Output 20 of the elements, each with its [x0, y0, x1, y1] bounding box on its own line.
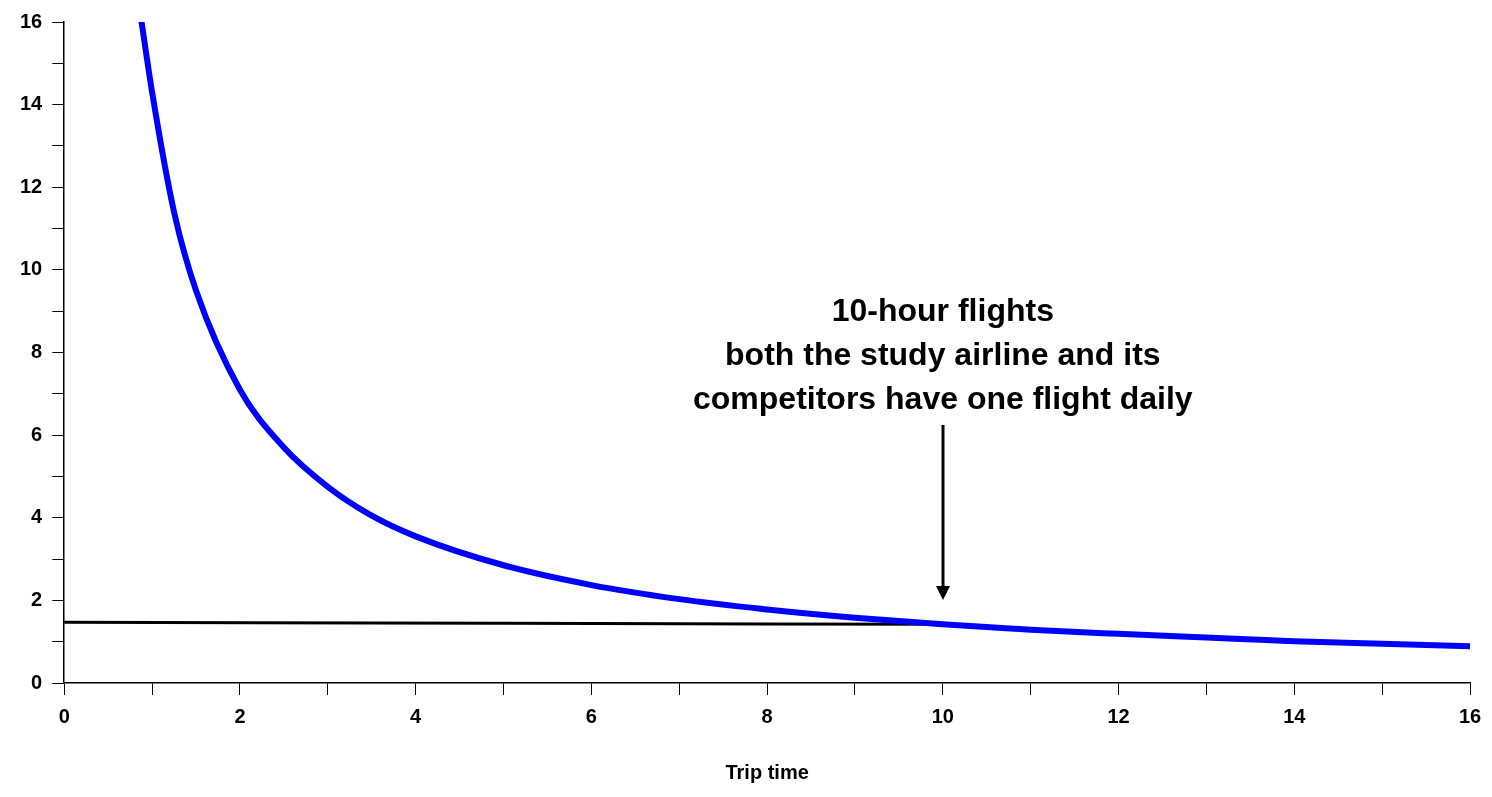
y-tick-label: 2: [31, 587, 43, 610]
y-tick-label: 12: [20, 174, 43, 197]
x-tick-label: 16: [1458, 704, 1482, 727]
y-tick-label: 6: [31, 422, 43, 445]
annotation: 10-hour flights both the study airline and its competitors have one flight daily: [693, 292, 1193, 417]
x-axis-title: Trip time: [725, 760, 809, 783]
x-tick-label: 4: [410, 704, 423, 727]
x-tick-label: 8: [761, 704, 773, 727]
y-tick-label: 0: [31, 670, 43, 693]
x-tick-label: 10: [931, 704, 954, 727]
y-tick-label: 14: [20, 92, 44, 115]
x-tick-label: 2: [234, 704, 246, 727]
y-tick-label: 16: [20, 9, 43, 32]
x-tick-label: 6: [585, 704, 597, 727]
x-tick-label: 12: [1107, 704, 1130, 727]
y-tick-label: 8: [31, 340, 43, 363]
x-tick-label: 0: [58, 704, 70, 727]
y-tick-label: 10: [20, 257, 43, 280]
x-tick-label: 14: [1283, 704, 1307, 727]
y-tick-label: 4: [31, 505, 44, 528]
